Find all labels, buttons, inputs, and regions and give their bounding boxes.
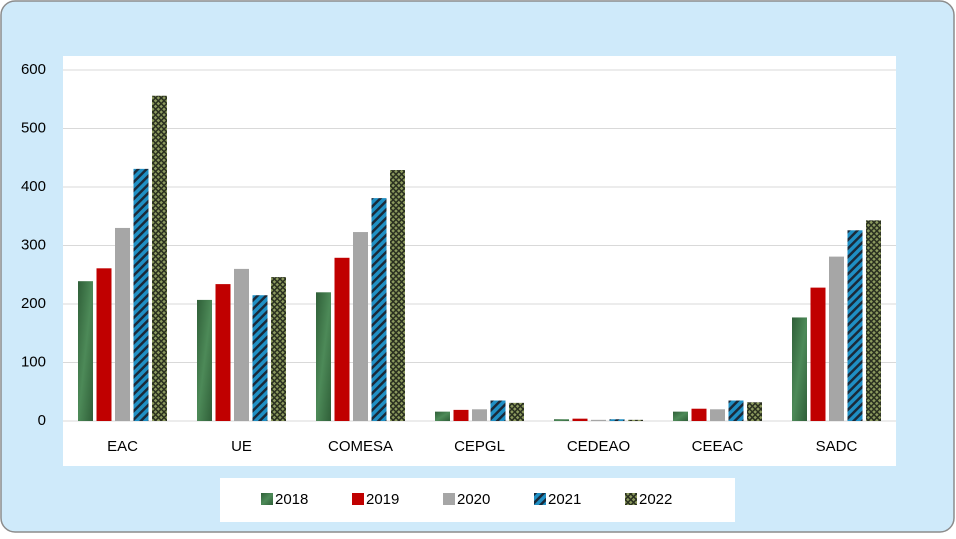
legend-label: 2018 [275,491,308,508]
plot-area [63,56,896,466]
x-tick-label: UE [231,438,252,455]
bar [710,409,725,421]
legend-swatch [352,493,364,505]
y-tick-label: 500 [21,119,46,136]
legend-label: 2021 [548,491,581,508]
legend-box [220,478,735,522]
bar [316,292,331,421]
bar [609,419,625,421]
legend-label: 2019 [366,491,399,508]
bar [628,419,643,421]
x-tick-label: EAC [107,438,138,455]
legend-swatch [261,493,273,505]
legend-swatch [625,493,637,505]
x-tick-label: CEPGL [454,438,505,455]
legend-label: 2020 [457,491,490,508]
bar [197,299,212,421]
bar [96,268,112,421]
bar [691,408,707,421]
bar [792,317,807,421]
bar [234,268,249,421]
bar [747,402,762,421]
bar [847,230,863,421]
bar [572,418,588,421]
bar [509,402,524,421]
bar [78,281,93,421]
bar [829,256,844,421]
bar [673,411,688,421]
bar [371,198,387,421]
bar [554,419,569,421]
bar [133,168,149,421]
bar [866,220,881,421]
bar [252,295,268,421]
bar [435,411,450,421]
bar [591,419,606,421]
x-tick-label: SADC [816,438,858,455]
bar [115,227,130,421]
bar [728,400,744,421]
x-tick-label: COMESA [328,438,393,455]
y-tick-label: 100 [21,353,46,370]
legend-swatch [443,493,455,505]
bar [152,95,167,422]
bar [453,409,469,421]
bar [472,409,487,421]
bar [390,170,405,421]
bar [490,400,506,421]
x-tick-label: CEDEAO [567,438,630,455]
bar [810,287,826,421]
legend-label: 2022 [639,491,672,508]
bar [353,232,368,421]
y-tick-label: 400 [21,178,46,195]
y-tick-label: 300 [21,236,46,253]
bar [215,284,231,421]
bar [271,277,286,421]
legend-swatch [534,493,546,505]
y-tick-label: 600 [21,61,46,78]
y-tick-label: 0 [38,412,46,429]
x-tick-label: CEEAC [692,438,744,455]
bar [334,257,350,421]
y-tick-label: 200 [21,295,46,312]
